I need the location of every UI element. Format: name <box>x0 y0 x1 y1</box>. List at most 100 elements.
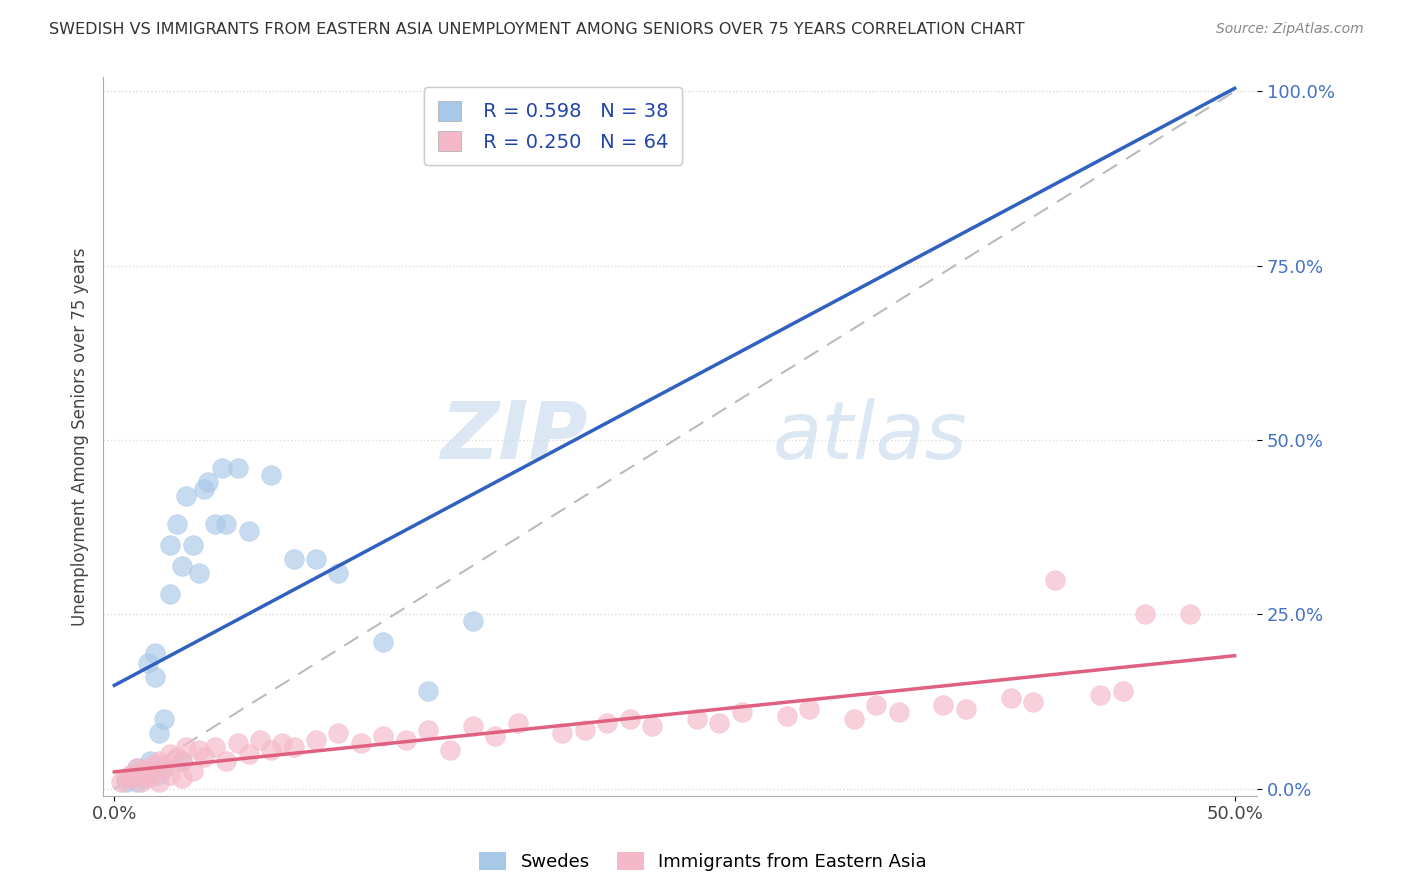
Point <box>775 708 797 723</box>
Point <box>129 774 152 789</box>
Point <box>394 733 416 747</box>
Point <box>439 743 461 757</box>
Point <box>484 730 506 744</box>
Point <box>139 768 162 782</box>
Point <box>619 712 641 726</box>
Point <box>373 730 395 744</box>
Point <box>132 772 155 786</box>
Point <box>1111 684 1133 698</box>
Point <box>283 739 305 754</box>
Point <box>574 723 596 737</box>
Point <box>260 743 283 757</box>
Point <box>170 754 193 768</box>
Point <box>226 461 249 475</box>
Point <box>226 736 249 750</box>
Point <box>143 757 166 772</box>
Point <box>125 761 148 775</box>
Point <box>148 726 170 740</box>
Point <box>506 715 529 730</box>
Point <box>283 551 305 566</box>
Point <box>211 461 233 475</box>
Point <box>166 516 188 531</box>
Point <box>159 768 181 782</box>
Point <box>271 736 294 750</box>
Legend: Swedes, Immigrants from Eastern Asia: Swedes, Immigrants from Eastern Asia <box>472 845 934 879</box>
Point <box>238 747 260 761</box>
Point <box>1090 688 1112 702</box>
Point <box>125 761 148 775</box>
Point <box>121 772 143 786</box>
Point <box>887 705 910 719</box>
Point <box>1045 573 1067 587</box>
Point <box>110 774 132 789</box>
Point <box>215 754 238 768</box>
Point <box>373 635 395 649</box>
Point <box>328 566 350 580</box>
Point <box>932 698 955 712</box>
Point <box>215 516 238 531</box>
Point <box>136 657 159 671</box>
Point <box>842 712 865 726</box>
Point <box>1178 607 1201 622</box>
Point <box>181 764 204 779</box>
Point <box>709 715 731 730</box>
Point <box>188 566 211 580</box>
Y-axis label: Unemployment Among Seniors over 75 years: Unemployment Among Seniors over 75 years <box>72 247 89 626</box>
Point <box>152 761 174 775</box>
Point <box>159 538 181 552</box>
Point <box>260 467 283 482</box>
Point <box>159 586 181 600</box>
Point <box>596 715 619 730</box>
Point <box>121 768 143 782</box>
Text: ZIP: ZIP <box>440 398 588 475</box>
Point <box>328 726 350 740</box>
Point <box>148 754 170 768</box>
Point <box>148 774 170 789</box>
Point <box>188 743 211 757</box>
Point <box>204 516 226 531</box>
Legend:  R = 0.598   N = 38,  R = 0.250   N = 64: R = 0.598 N = 38, R = 0.250 N = 64 <box>425 87 682 165</box>
Point <box>136 761 159 775</box>
Point <box>143 670 166 684</box>
Point <box>1133 607 1156 622</box>
Point <box>170 772 193 786</box>
Point <box>129 768 152 782</box>
Point <box>136 764 159 779</box>
Point <box>170 558 193 573</box>
Point <box>118 772 141 786</box>
Point <box>350 736 373 750</box>
Point <box>305 733 328 747</box>
Point <box>132 764 155 779</box>
Text: atlas: atlas <box>772 398 967 475</box>
Point <box>139 754 162 768</box>
Point <box>797 701 820 715</box>
Point <box>197 475 219 489</box>
Point <box>461 615 484 629</box>
Point <box>204 739 226 754</box>
Point <box>143 646 166 660</box>
Point <box>166 750 188 764</box>
Text: Source: ZipAtlas.com: Source: ZipAtlas.com <box>1216 22 1364 37</box>
Point <box>416 684 439 698</box>
Point <box>249 733 271 747</box>
Point <box>152 712 174 726</box>
Point <box>114 774 136 789</box>
Point <box>551 726 574 740</box>
Point <box>152 761 174 775</box>
Point <box>125 774 148 789</box>
Point <box>181 538 204 552</box>
Point <box>416 723 439 737</box>
Point <box>136 772 159 786</box>
Point <box>193 482 215 496</box>
Point <box>305 551 328 566</box>
Point <box>114 772 136 786</box>
Point <box>865 698 887 712</box>
Point <box>1000 691 1022 706</box>
Point <box>193 750 215 764</box>
Point <box>641 719 664 733</box>
Point <box>174 739 197 754</box>
Point <box>238 524 260 538</box>
Point <box>148 768 170 782</box>
Point <box>170 754 193 768</box>
Point <box>118 768 141 782</box>
